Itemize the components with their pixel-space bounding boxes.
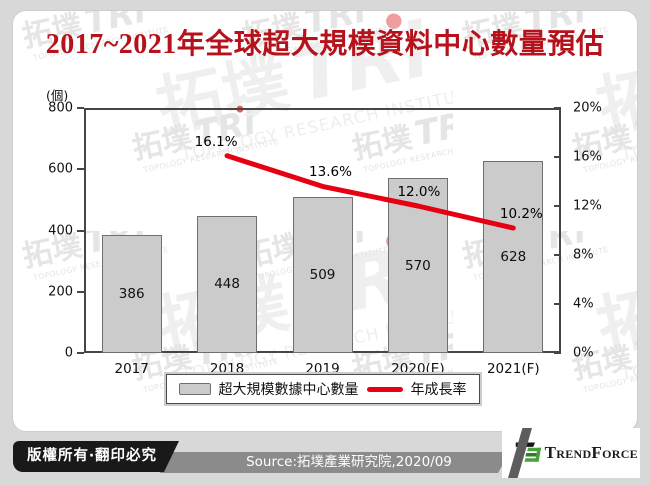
bar-value-label: 509 <box>309 267 336 284</box>
right-axis-tick-label: 8% <box>573 247 594 263</box>
right-axis-tick <box>554 205 561 207</box>
right-axis-tick-label: 20% <box>573 100 602 116</box>
left-axis-tick <box>77 168 84 171</box>
brand-panel: TrendForce <box>502 428 640 478</box>
left-axis-tick-label: 200 <box>48 284 73 300</box>
growth-rate-label: 13.6% <box>309 164 352 181</box>
left-axis-tick-label: 400 <box>48 223 73 238</box>
right-axis-tick <box>554 156 561 158</box>
legend: 超大規模數據中心數量 年成長率 <box>165 374 480 404</box>
legend-bar-label: 超大規模數據中心數量 <box>218 382 359 398</box>
x-axis-label: 2019 <box>305 361 340 377</box>
right-axis-tick <box>554 352 561 354</box>
right-axis-tick <box>554 107 561 109</box>
x-axis-label: 2020(E) <box>391 361 445 377</box>
left-axis-tick <box>77 107 84 109</box>
bar-value-label: 448 <box>214 276 240 293</box>
bar-2018 <box>197 215 258 353</box>
growth-rate-label: 16.1% <box>194 133 238 150</box>
trendforce-logo: TrendForce <box>514 439 638 467</box>
trendforce-wordmark: TrendForce <box>544 443 638 462</box>
left-axis-tick <box>77 229 84 232</box>
left-axis-tick-label: 0 <box>64 345 73 361</box>
source-bar: Source:拓墣產業研究院,2020/09 <box>160 452 510 473</box>
legend-line-label: 年成長率 <box>410 382 467 398</box>
left-axis-tick <box>77 352 84 354</box>
right-axis-tick <box>554 303 561 305</box>
bar-2021(F) <box>483 160 544 353</box>
right-axis-tick-label: 16% <box>573 149 602 165</box>
left-axis-tick-label: 600 <box>48 161 73 177</box>
right-axis-tick <box>554 254 561 256</box>
x-axis-label: 2021(F) <box>486 361 540 377</box>
legend-line-swatch <box>366 386 403 392</box>
bar-value-label: 628 <box>500 248 527 265</box>
right-axis-tick-label: 0% <box>573 345 594 361</box>
x-axis-label: 2017 <box>114 361 149 377</box>
growth-rate-label: 10.2% <box>499 206 543 223</box>
left-axis-tick <box>77 290 84 293</box>
x-axis-label: 2018 <box>209 361 245 377</box>
growth-rate-label: 12.0% <box>397 184 441 200</box>
left-axis-unit-label: (個) <box>46 88 69 103</box>
right-axis-tick-label: 4% <box>573 296 594 312</box>
bar-2019 <box>292 197 353 353</box>
left-axis-tick-label: 800 <box>48 100 73 116</box>
bar-2017 <box>101 234 162 353</box>
legend-bar-swatch <box>178 383 211 395</box>
report-card: 拓墣 TRi TOPOLOGY RESEARCH INSTITUTE 2017~… <box>12 10 638 432</box>
bar-value-label: 570 <box>405 257 431 274</box>
right-axis-tick-label: 12% <box>573 198 602 214</box>
bar-value-label: 386 <box>118 285 145 302</box>
growth-line <box>224 153 516 231</box>
chart-area: (個) 超大規模數據中心數量 年成長率 386 2017 448 2018 509 201… <box>46 88 602 404</box>
copyright-banner: 版權所有‧翻印必究 <box>13 441 179 472</box>
chart-title: 2017~2021年全球超大規模資料中心數量預估 <box>45 29 605 60</box>
growth-line-layer <box>224 153 516 231</box>
